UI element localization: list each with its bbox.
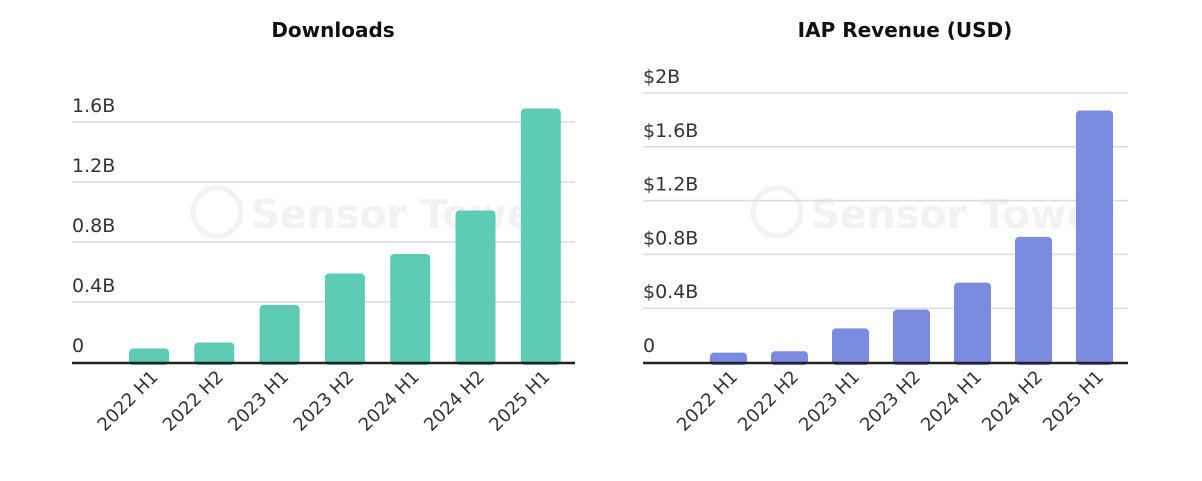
- bar: [129, 348, 169, 365]
- bar: [520, 108, 561, 365]
- y-tick-label: 1.6B: [72, 95, 115, 117]
- x-tick-label: 2025 H1: [485, 367, 554, 436]
- bar: [194, 342, 235, 365]
- bar: [1015, 236, 1052, 365]
- chart-iap-revenue: Sensor Tower IAP Revenue (USD) 0 $0.4B $0.8B…: [643, 18, 1128, 436]
- bar: [1076, 110, 1113, 365]
- x-tick-label: 2024 H2: [420, 367, 489, 436]
- bar: [893, 309, 930, 365]
- y-tick-label: 0.8B: [72, 215, 115, 237]
- x-tick-label: 2024 H1: [917, 367, 986, 436]
- watermark-icon: [750, 185, 804, 239]
- x-tick-label: 2023 H2: [289, 367, 358, 436]
- watermark-logo: Sensor Tower: [190, 185, 554, 239]
- x-tick-label: 2023 H2: [856, 367, 925, 436]
- bar: [832, 328, 869, 365]
- y-tick-label: 1.2B: [72, 155, 115, 177]
- x-tick-label: 2022 H1: [673, 367, 742, 436]
- bar: [455, 210, 496, 365]
- chart-title: Downloads: [271, 18, 394, 42]
- watermark-icon: [190, 185, 244, 239]
- bar: [259, 305, 300, 365]
- chart-title: IAP Revenue (USD): [798, 18, 1013, 42]
- x-tick-label: 2022 H2: [734, 367, 803, 436]
- chart-downloads: Sensor Tower Downloads 0 0.4B 0.8B 1.2B 1.6B 20…: [72, 18, 575, 436]
- y-tick-label: 0.4B: [72, 275, 115, 297]
- bar: [324, 273, 365, 365]
- y-tick-label: $1.6B: [643, 120, 698, 142]
- x-tick-label: 2022 H2: [159, 367, 228, 436]
- x-tick-label: 2023 H1: [795, 367, 864, 436]
- x-tick-label: 2022 H1: [94, 367, 163, 436]
- bar: [771, 351, 808, 365]
- bar: [390, 254, 431, 365]
- y-tick-label: $2B: [643, 66, 680, 88]
- watermark-logo: Sensor Tower: [750, 185, 1114, 239]
- y-tick-label: $1.2B: [643, 174, 698, 196]
- y-tick-label: 0: [643, 335, 655, 357]
- watermark-text: Sensor Tower: [811, 192, 1114, 238]
- watermark-text: Sensor Tower: [251, 192, 554, 238]
- bar: [954, 282, 991, 365]
- y-tick-label: $0.8B: [643, 227, 698, 249]
- y-tick-label: 0: [72, 335, 84, 357]
- x-tick-label: 2025 H1: [1039, 367, 1108, 436]
- y-tick-label: $0.4B: [643, 281, 698, 303]
- x-tick-label: 2023 H1: [224, 367, 293, 436]
- x-tick-label: 2024 H2: [978, 367, 1047, 436]
- x-tick-label: 2024 H1: [355, 367, 424, 436]
